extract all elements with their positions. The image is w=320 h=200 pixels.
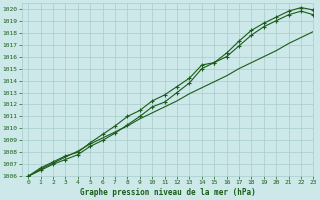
X-axis label: Graphe pression niveau de la mer (hPa): Graphe pression niveau de la mer (hPa) [80, 188, 256, 197]
